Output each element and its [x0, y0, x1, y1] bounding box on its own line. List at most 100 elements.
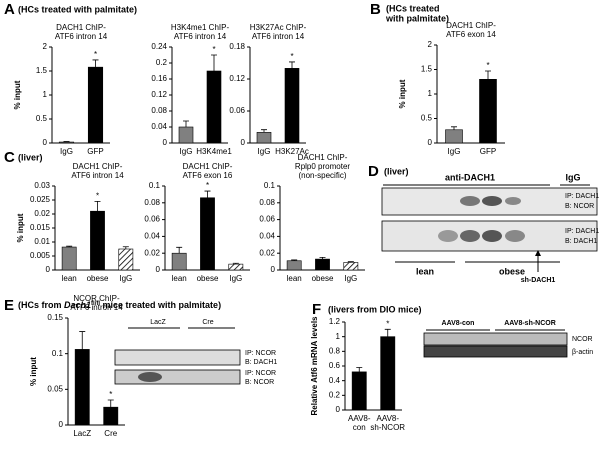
chart-title: H3K4me1 ChIP- — [171, 23, 230, 32]
panel-heading: (HCs treated with palmitate) — [18, 4, 137, 14]
band — [438, 230, 458, 242]
y-tick-label: 0.02 — [259, 248, 275, 257]
band — [505, 197, 521, 205]
panel-heading: (liver) — [18, 152, 43, 162]
panel-letter: C — [4, 149, 15, 166]
y-tick-label: 0 — [46, 265, 51, 274]
y-axis-label: % input — [13, 80, 22, 109]
y-tick-label: 0.24 — [151, 42, 167, 51]
x-tick-label: AAV8- — [376, 414, 399, 423]
arrow-label: sh-DACH1 — [521, 277, 556, 284]
error-bar — [289, 61, 295, 69]
error-bar — [356, 367, 363, 372]
group-label: obese — [499, 266, 525, 276]
group-label: Cre — [202, 319, 213, 326]
bar — [228, 263, 244, 271]
bar — [286, 260, 302, 271]
blot-image — [423, 345, 568, 358]
y-tick-label: 0.2 — [156, 58, 168, 67]
x-tick-label: obese — [197, 274, 219, 283]
y-tick-label: 0.8 — [329, 346, 341, 355]
panel-letter: B — [370, 1, 381, 18]
y-tick-label: 0.1 — [149, 181, 161, 190]
y-tick-label: 1.5 — [421, 65, 433, 74]
chart-title: NCOR ChIP- — [73, 294, 120, 303]
annotation: * — [486, 61, 489, 70]
error-bar — [92, 59, 99, 68]
blot-label: B: NCOR — [565, 203, 594, 210]
heading-part: mice treated with palmitate) — [100, 300, 221, 310]
blot-label: β-actin — [572, 349, 593, 356]
y-tick-label: 0.025 — [30, 195, 51, 204]
x-tick-label: IgG — [229, 274, 242, 283]
band — [505, 230, 525, 242]
y-tick-label: 0.08 — [259, 198, 275, 207]
y-tick-label: 0.01 — [34, 237, 50, 246]
bar — [343, 262, 359, 271]
group-label: AAV8-con — [442, 320, 475, 327]
chart-title: ATF6 intron 14 — [70, 303, 123, 312]
panel-heading: (livers from DIO mice) — [328, 304, 422, 314]
blot-label: IP: DACH1 — [565, 228, 599, 235]
error-bar — [261, 129, 267, 133]
y-tick-label: 0.015 — [30, 223, 51, 232]
error-bar — [183, 120, 189, 127]
panel-letter: F — [312, 301, 321, 318]
chart-title: ATF6 intron 14 — [71, 171, 124, 180]
x-tick-label: sh-NCOR — [370, 423, 405, 432]
y-tick-label: 1 — [43, 90, 48, 99]
error-bar — [384, 328, 391, 337]
y-tick-label: 0.1 — [264, 181, 276, 190]
y-tick-label: 0.03 — [34, 181, 50, 190]
panel-letter: E — [4, 297, 14, 314]
y-tick-label: 0.04 — [151, 122, 167, 131]
x-tick-label: H3K27Ac — [275, 147, 309, 156]
chart-title: DACH1 ChIP- — [446, 21, 496, 30]
bar — [206, 70, 222, 144]
group-label: LacZ — [150, 319, 166, 326]
blot-e: LacZ Cre IP: NCOR B: DACH1 IP: NCOR B: N… — [114, 319, 277, 386]
bar — [74, 349, 90, 426]
y-tick-label: 0.15 — [47, 313, 63, 322]
panel-heading: (HCs from Dach1fl/fl mice treated with p… — [18, 300, 221, 310]
chart-title: ATF6 intron 14 — [252, 32, 305, 41]
error-bar — [319, 257, 326, 260]
bar — [284, 68, 300, 144]
x-tick-label: IgG — [180, 147, 193, 156]
chart-title: (non-specific) — [298, 171, 346, 180]
x-tick-label: IgG — [258, 147, 271, 156]
bar — [178, 126, 194, 144]
bar — [103, 406, 119, 426]
annotation: * — [206, 181, 209, 190]
x-tick-label: con — [353, 423, 366, 432]
y-tick-label: 1 — [336, 332, 341, 341]
bar — [351, 371, 367, 411]
blot-label: IP: NCOR — [245, 350, 276, 357]
x-tick-label: IgG — [119, 274, 132, 283]
error-bar — [451, 126, 457, 130]
y-tick-label: 0.04 — [259, 232, 275, 241]
x-tick-label: obese — [87, 274, 109, 283]
error-bar — [232, 262, 239, 265]
y-tick-label: 2 — [43, 42, 48, 51]
x-tick-label: AAV8- — [348, 414, 371, 423]
band — [482, 230, 502, 242]
x-tick-label: GFP — [480, 147, 496, 156]
heading-part: (HCs from — [18, 300, 64, 310]
blot-header: anti-DACH1 — [445, 172, 495, 182]
bar — [171, 252, 187, 271]
x-tick-label: LacZ — [73, 429, 91, 438]
y-tick-label: 2 — [428, 40, 433, 49]
error-bar — [204, 190, 211, 198]
chart-title: Rplp0 promoter — [295, 162, 350, 171]
y-tick-label: 0 — [59, 420, 64, 429]
chart-title: H3K27Ac ChIP- — [250, 23, 307, 32]
y-axis-label: % input — [16, 213, 25, 242]
annotation: * — [290, 52, 293, 61]
y-axis-label: % input — [29, 357, 38, 386]
band — [482, 196, 502, 206]
arrow-head — [535, 250, 541, 256]
blot-image — [114, 369, 241, 385]
bar — [58, 141, 75, 144]
y-tick-label: 0.6 — [329, 361, 341, 370]
